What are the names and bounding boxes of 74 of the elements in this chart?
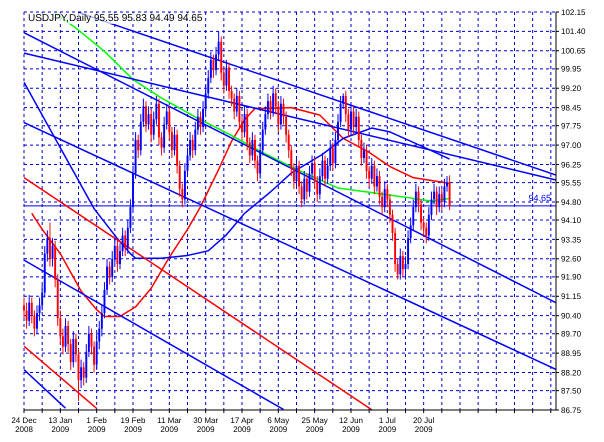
- y-tick-label: 96.25: [561, 160, 582, 170]
- y-tick-label: 94.10: [561, 216, 582, 225]
- candlestick: [116, 240, 118, 272]
- candlestick: [296, 158, 298, 187]
- candlestick: [174, 126, 176, 156]
- y-tick-label: 97.75: [561, 122, 582, 131]
- candlestick: [324, 154, 326, 187]
- y-tick-label: 91.90: [561, 272, 582, 282]
- candlestick: [124, 230, 126, 257]
- candlestick: [373, 160, 376, 195]
- y-tick-label: 88.20: [561, 368, 582, 378]
- y-tick-label: 92.60: [561, 254, 582, 264]
- candlestick: [192, 134, 194, 159]
- y-tick-label: 90.40: [561, 312, 582, 321]
- y-tick-label: 102.15: [561, 8, 586, 17]
- y-tick-label: 97.00: [561, 140, 582, 150]
- x-tick-label: 1 Jul 2009: [378, 416, 397, 434]
- candlestick: [148, 106, 150, 130]
- candlestick: [350, 103, 352, 136]
- y-tick-label: 88.95: [561, 348, 582, 358]
- y-tick-label: 87.50: [561, 386, 582, 396]
- candlestick: [82, 362, 85, 386]
- candlestick: [137, 134, 140, 159]
- candlestick: [436, 186, 438, 216]
- x-tick-label: 30 Mar 2009: [193, 416, 218, 434]
- ref-line-label: 94.65: [528, 192, 551, 203]
- x-tick-label: 24 Dec 2008: [11, 416, 37, 434]
- x-tick-label: 6 May 2009: [267, 416, 290, 434]
- candlestick: [150, 108, 152, 144]
- candlestick: [145, 100, 147, 133]
- candlestick: [280, 95, 282, 130]
- candlestick: [236, 88, 238, 118]
- candlestick: [212, 54, 214, 78]
- x-tick-label: 19 Feb 2009: [120, 416, 146, 434]
- y-tick-label: 94.80: [561, 198, 582, 207]
- chart-title: USDJPY,Daily 95.55 95.83 94.49 94.65: [28, 13, 202, 24]
- candlestick: [28, 294, 30, 327]
- candlestick: [225, 59, 228, 92]
- candlestick: [376, 168, 378, 192]
- candlestick: [200, 111, 202, 136]
- candlestick: [362, 142, 365, 164]
- candlestick: [399, 248, 402, 280]
- candlestick: [402, 250, 404, 278]
- candlestick: [272, 85, 274, 118]
- y-tick-label: 99.95: [561, 64, 582, 74]
- y-tick-label: 86.75: [561, 406, 582, 415]
- x-tick-label: 20 Jul 2009: [412, 416, 435, 434]
- y-tick-label: 98.45: [561, 103, 582, 112]
- x-tick-label: 11 Mar 2009: [157, 416, 182, 434]
- candlestick: [72, 330, 74, 368]
- y-tick-label: 100.65: [561, 46, 586, 56]
- candlestick: [244, 106, 246, 138]
- y-tick-label: 95.55: [561, 178, 582, 188]
- y-tick-label: 99.20: [561, 84, 582, 94]
- candlestick: [64, 318, 66, 352]
- x-tick-label: 25 May 2009: [302, 416, 328, 434]
- y-tick-label: 91.15: [561, 292, 582, 302]
- candlestick: [52, 238, 54, 268]
- x-tick-label: 13 Jan 2009: [48, 416, 72, 434]
- y-tick-label: 89.70: [561, 330, 582, 339]
- candlestick: [440, 188, 443, 210]
- x-tick-label: 17 Apr 2009: [230, 416, 254, 434]
- candlestick: [48, 222, 51, 268]
- candlestick: [80, 359, 82, 389]
- candlestick: [352, 106, 355, 136]
- candlestick: [251, 132, 254, 162]
- candlestick: [108, 260, 111, 286]
- x-tick-label: 1 Feb 2009: [86, 416, 108, 434]
- candlestick: [355, 108, 358, 133]
- candlestick: [306, 173, 308, 200]
- y-tick-label: 101.40: [561, 27, 586, 36]
- x-tick-label: 12 Jun 2009: [338, 416, 363, 434]
- candlestick: [332, 142, 334, 172]
- y-tick-label: 93.35: [561, 235, 582, 244]
